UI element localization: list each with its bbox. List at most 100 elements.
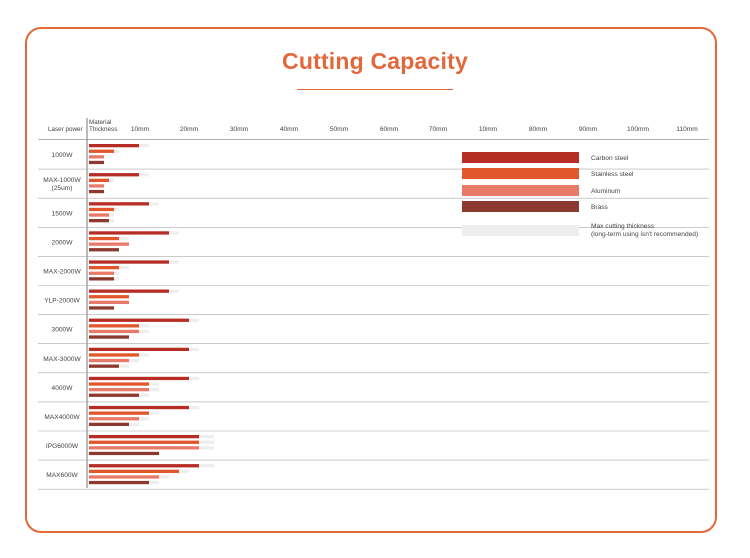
row-label: MAX-2000W xyxy=(43,268,81,275)
power-row: 3000W xyxy=(38,319,709,344)
bar-aluminum xyxy=(89,301,129,304)
max-bar-carbon-steel xyxy=(199,464,214,467)
row-label: MAX-1000W xyxy=(43,177,81,184)
max-bar-brass xyxy=(114,277,119,280)
max-bar-stainless-steel xyxy=(179,470,189,473)
bar-aluminum xyxy=(89,417,139,420)
legend-label: Aluminum xyxy=(591,188,621,195)
bar-stainless-steel xyxy=(89,324,139,327)
row-label: MAX4000W xyxy=(44,414,80,421)
max-bar-aluminum xyxy=(139,417,149,420)
max-bar-carbon-steel xyxy=(189,377,199,380)
tick-label: 110mm xyxy=(676,126,698,133)
row-label-sub: (25um) xyxy=(52,185,73,192)
row-label: YLP-2000W xyxy=(44,298,80,305)
legend-max-cutting: Max cutting thickness(long-term using is… xyxy=(462,223,698,238)
tick-label: 50mm xyxy=(330,126,349,133)
bar-brass xyxy=(89,394,139,397)
max-bar-carbon-steel xyxy=(199,435,214,438)
legend-swatch xyxy=(462,225,579,236)
bar-stainless-steel xyxy=(89,179,109,182)
bar-brass xyxy=(89,481,149,484)
bar-carbon-steel xyxy=(89,290,169,293)
tick-label: 60mm xyxy=(380,126,399,133)
bar-brass xyxy=(89,423,129,426)
legend-label: Stainless steel xyxy=(591,171,634,178)
header-laser-power: Laser power xyxy=(48,126,83,133)
max-bar-stainless-steel xyxy=(139,353,149,356)
bar-brass xyxy=(89,219,109,222)
bar-aluminum xyxy=(89,243,129,246)
row-label: IPG6000W xyxy=(46,443,79,450)
tick-label: 70mm xyxy=(429,126,448,133)
tick-label: 90mm xyxy=(579,126,598,133)
legend-carbon-steel: Carbon steel xyxy=(462,152,629,163)
power-row: IPG6000W xyxy=(38,435,709,460)
bar-carbon-steel xyxy=(89,173,139,176)
max-bar-aluminum xyxy=(109,213,114,216)
bar-stainless-steel xyxy=(89,412,149,415)
max-bar-carbon-steel xyxy=(139,144,149,147)
power-row: YLP-2000W xyxy=(38,290,709,315)
bar-aluminum xyxy=(89,359,129,362)
bar-brass xyxy=(89,190,104,193)
row-label: MAX-3000W xyxy=(43,356,81,363)
max-bar-carbon-steel xyxy=(189,348,199,351)
tick-label: 100mm xyxy=(627,126,649,133)
tick-label: 10mm xyxy=(131,126,150,133)
legend-swatch xyxy=(462,185,579,196)
max-bar-aluminum xyxy=(159,475,169,478)
bar-carbon-steel xyxy=(89,377,189,380)
bar-stainless-steel xyxy=(89,382,149,385)
bar-brass xyxy=(89,277,114,280)
bar-stainless-steel xyxy=(89,295,129,298)
max-bar-carbon-steel xyxy=(169,260,179,263)
bar-stainless-steel xyxy=(89,353,139,356)
max-bar-carbon-steel xyxy=(189,406,199,409)
bar-aluminum xyxy=(89,272,114,275)
header-material: Material xyxy=(89,119,111,126)
bar-brass xyxy=(89,452,159,455)
legend-aluminum: Aluminum xyxy=(462,185,621,196)
max-bar-carbon-steel xyxy=(139,173,149,176)
max-bar-stainless-steel xyxy=(139,324,149,327)
power-row: 4000W xyxy=(38,377,709,402)
legend-swatch xyxy=(462,168,579,179)
bar-brass xyxy=(89,306,114,309)
max-bar-aluminum xyxy=(114,272,119,275)
bar-brass xyxy=(89,161,104,164)
row-label: 1000W xyxy=(52,152,74,159)
legend-label: Carbon steel xyxy=(591,155,629,162)
max-bar-brass xyxy=(129,423,139,426)
max-bar-aluminum xyxy=(149,388,159,391)
max-bar-brass xyxy=(109,219,114,222)
bar-carbon-steel xyxy=(89,435,199,438)
power-row: MAX-2000W xyxy=(38,260,709,285)
max-bar-stainless-steel xyxy=(149,382,159,385)
bar-aluminum xyxy=(89,155,104,158)
bar-brass xyxy=(89,365,119,368)
max-bar-aluminum xyxy=(129,359,139,362)
max-bar-stainless-steel xyxy=(109,179,114,182)
max-bar-aluminum xyxy=(139,330,149,333)
max-bar-carbon-steel xyxy=(149,202,159,205)
row-label: 2000W xyxy=(52,239,74,246)
legend-label: Brass xyxy=(591,204,609,211)
tick-label: 20mm xyxy=(180,126,199,133)
tick-label: 80mm xyxy=(529,126,548,133)
max-bar-aluminum xyxy=(199,446,214,449)
max-bar-stainless-steel xyxy=(114,150,119,153)
bar-aluminum xyxy=(89,388,149,391)
bar-carbon-steel xyxy=(89,319,189,322)
tick-label: 30mm xyxy=(230,126,249,133)
bar-stainless-steel xyxy=(89,208,114,211)
bar-aluminum xyxy=(89,446,199,449)
bar-aluminum xyxy=(89,330,139,333)
max-bar-stainless-steel xyxy=(199,441,214,444)
bar-carbon-steel xyxy=(89,406,189,409)
row-label: 1500W xyxy=(52,210,74,217)
row-label: MAX600W xyxy=(46,472,78,479)
legend-swatch xyxy=(462,152,579,163)
max-bar-carbon-steel xyxy=(169,290,179,293)
tick-label: 10mm xyxy=(479,126,498,133)
